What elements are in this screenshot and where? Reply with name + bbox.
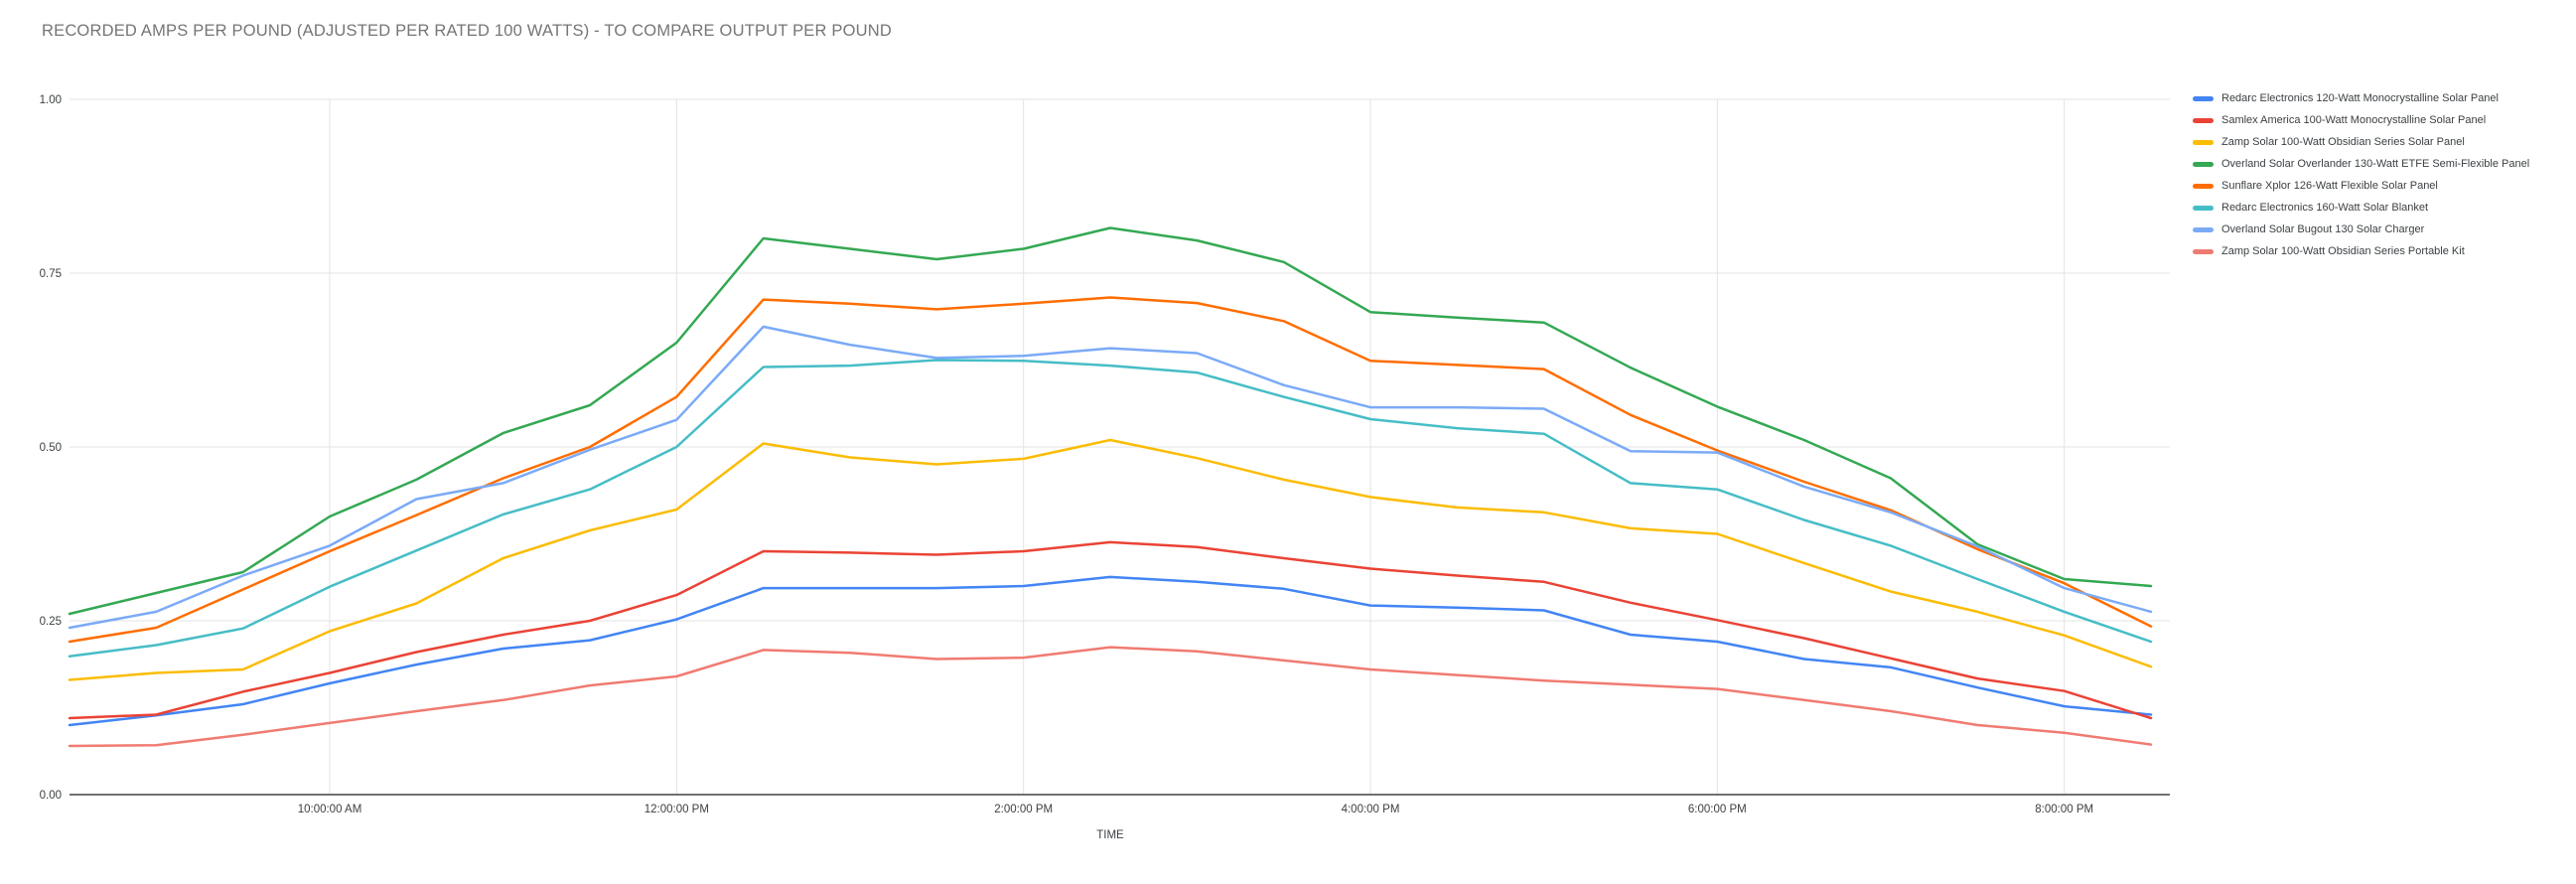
y-tick-label: 0.50 xyxy=(40,442,62,454)
legend-label: Sunflare Xplor 126-Watt Flexible Solar P… xyxy=(2221,180,2438,192)
series-line-1[interactable] xyxy=(68,575,2153,727)
series-line-4[interactable] xyxy=(68,226,2153,616)
series-line-5[interactable] xyxy=(68,296,2153,644)
legend-label: Overland Solar Bugout 130 Solar Charger xyxy=(2221,223,2425,235)
x-tick-label: 12:00:00 PM xyxy=(644,804,709,815)
legend-label: Overland Solar Overlander 130-Watt ETFE … xyxy=(2221,158,2530,170)
x-tick-label: 4:00:00 PM xyxy=(1342,804,1400,815)
legend-item-4[interactable]: Overland Solar Overlander 130-Watt ETFE … xyxy=(2193,153,2570,175)
y-tick-label: 0.00 xyxy=(40,790,62,802)
legend-label: Redarc Electronics 120-Watt Monocrystall… xyxy=(2221,92,2499,104)
legend-swatch-icon xyxy=(2193,161,2214,167)
legend-item-1[interactable]: Redarc Electronics 120-Watt Monocrystall… xyxy=(2193,87,2570,109)
legend-label: Zamp Solar 100-Watt Obsidian Series Sola… xyxy=(2221,136,2465,148)
x-tick-label: 6:00:00 PM xyxy=(1688,804,1747,815)
legend-label: Redarc Electronics 160-Watt Solar Blanke… xyxy=(2221,202,2429,214)
series-line-6[interactable] xyxy=(68,359,2153,658)
legend-item-2[interactable]: Samlex America 100-Watt Monocrystalline … xyxy=(2193,109,2570,131)
legend-swatch-icon xyxy=(2193,117,2214,123)
legend: Redarc Electronics 120-Watt Monocrystall… xyxy=(2193,87,2570,262)
legend-item-3[interactable]: Zamp Solar 100-Watt Obsidian Series Sola… xyxy=(2193,131,2570,153)
x-tick-label: 10:00:00 AM xyxy=(298,804,362,815)
legend-item-7[interactable]: Overland Solar Bugout 130 Solar Charger xyxy=(2193,219,2570,240)
legend-swatch-icon xyxy=(2193,139,2214,145)
chart-title: RECORDED AMPS PER POUND (ADJUSTED PER RA… xyxy=(42,22,892,40)
x-axis-title: TIME xyxy=(1096,829,1124,841)
series-line-8[interactable] xyxy=(68,646,2153,748)
x-tick-label: 8:00:00 PM xyxy=(2035,804,2093,815)
legend-item-5[interactable]: Sunflare Xplor 126-Watt Flexible Solar P… xyxy=(2193,175,2570,197)
legend-label: Zamp Solar 100-Watt Obsidian Series Port… xyxy=(2221,245,2465,257)
series-line-7[interactable] xyxy=(68,325,2153,630)
legend-item-8[interactable]: Zamp Solar 100-Watt Obsidian Series Port… xyxy=(2193,240,2570,262)
series-line-2[interactable] xyxy=(68,540,2153,720)
y-tick-label: 0.75 xyxy=(40,268,62,280)
legend-item-6[interactable]: Redarc Electronics 160-Watt Solar Blanke… xyxy=(2193,197,2570,219)
y-tick-label: 0.25 xyxy=(40,616,62,628)
legend-swatch-icon xyxy=(2193,248,2214,254)
legend-swatch-icon xyxy=(2193,205,2214,211)
legend-swatch-icon xyxy=(2193,95,2214,101)
y-tick-label: 1.00 xyxy=(40,94,62,106)
legend-swatch-icon xyxy=(2193,226,2214,232)
x-tick-label: 2:00:00 PM xyxy=(994,804,1053,815)
series-line-3[interactable] xyxy=(68,438,2153,681)
legend-swatch-icon xyxy=(2193,183,2214,189)
legend-label: Samlex America 100-Watt Monocrystalline … xyxy=(2221,114,2487,126)
